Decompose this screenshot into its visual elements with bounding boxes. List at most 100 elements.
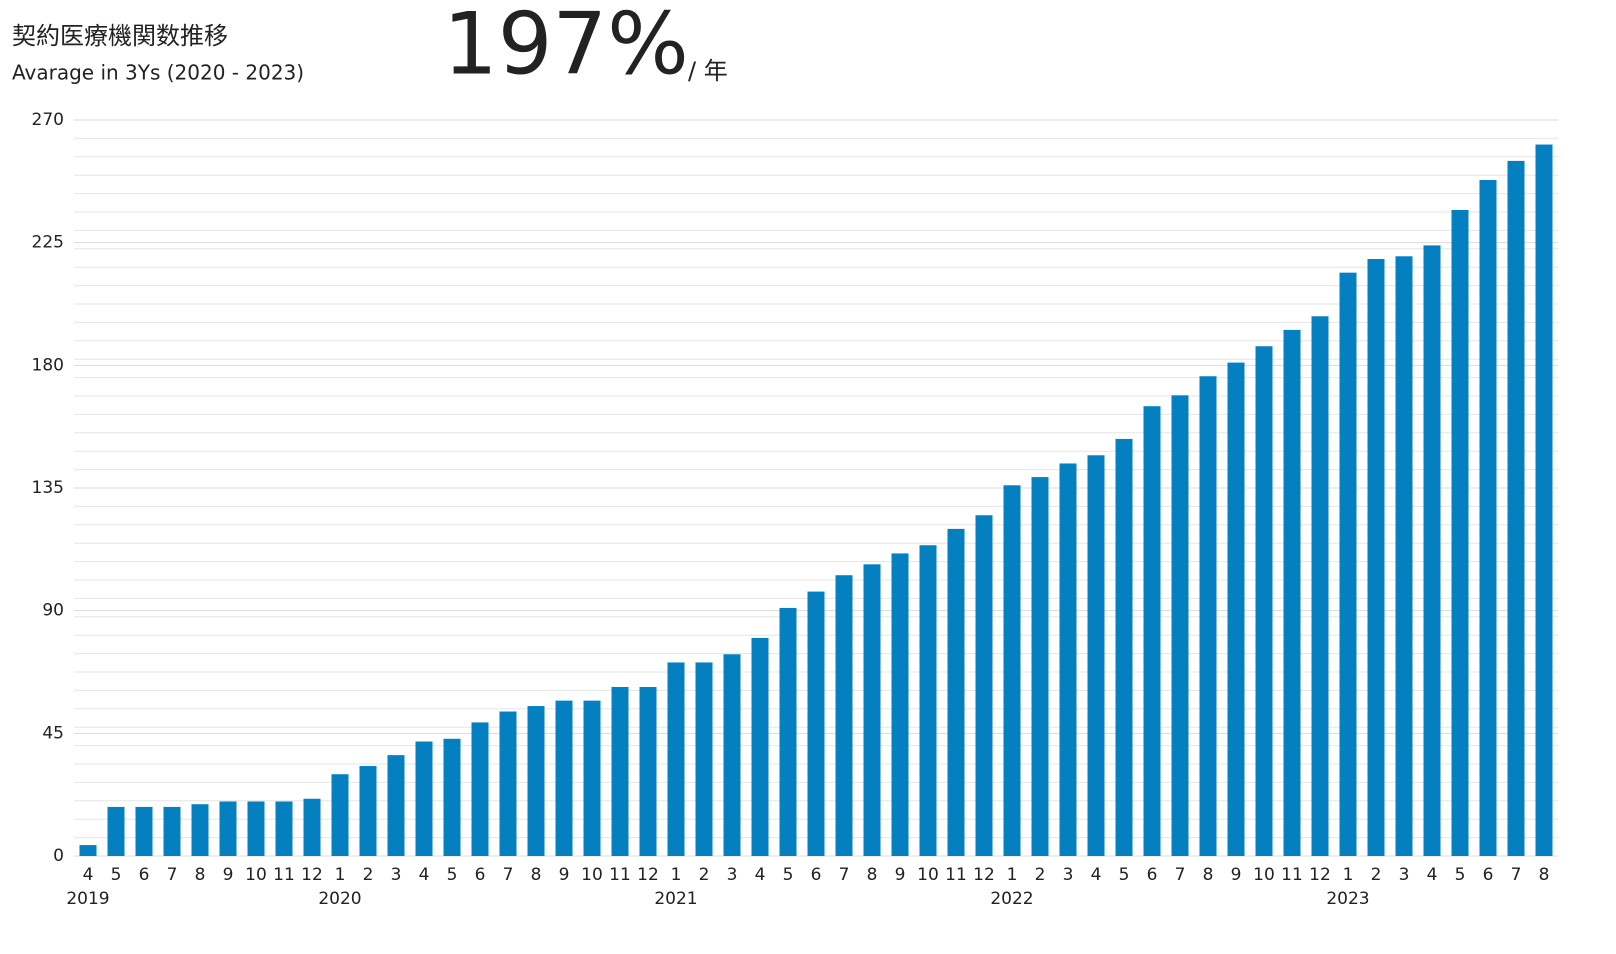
x-tick-label: 1	[671, 865, 682, 885]
x-tick-label: 9	[223, 865, 234, 885]
year-label: 2019	[66, 889, 109, 909]
x-tick-label: 8	[1203, 865, 1214, 885]
x-tick-label: 3	[1399, 865, 1410, 885]
x-tick-label: 12	[1309, 865, 1331, 885]
x-tick-label: 3	[391, 865, 402, 885]
x-tick-label: 12	[973, 865, 995, 885]
y-tick-label: 270	[32, 110, 64, 130]
x-tick-label: 10	[1253, 865, 1275, 885]
bar	[1255, 346, 1273, 856]
bar	[1311, 316, 1329, 856]
bar	[1087, 455, 1105, 856]
bar	[219, 801, 237, 856]
x-tick-label: 12	[301, 865, 323, 885]
x-tick-label: 9	[559, 865, 570, 885]
x-tick-label: 6	[139, 865, 150, 885]
bar	[1507, 160, 1525, 856]
bar	[639, 686, 657, 856]
y-tick-label: 90	[42, 601, 64, 621]
bar	[751, 637, 769, 856]
bar	[443, 738, 461, 856]
x-tick-label: 11	[609, 865, 631, 885]
bar	[1367, 259, 1385, 856]
x-tick-label: 8	[867, 865, 878, 885]
year-label: 2021	[654, 889, 697, 909]
bar	[387, 755, 405, 856]
bar	[1143, 406, 1161, 856]
x-tick-label: 5	[1455, 865, 1466, 885]
bar	[723, 654, 741, 856]
x-tick-label: 9	[895, 865, 906, 885]
bar	[555, 700, 573, 856]
x-tick-label: 7	[1511, 865, 1522, 885]
bar	[1199, 376, 1217, 856]
y-tick-label: 180	[32, 355, 64, 375]
bar	[947, 528, 965, 856]
bar	[583, 700, 601, 856]
bar	[331, 774, 349, 856]
chart-title: 契約医療機関数推移	[12, 22, 228, 50]
x-tick-label: 2	[1371, 865, 1382, 885]
bar	[191, 804, 209, 856]
x-tick-label: 7	[1175, 865, 1186, 885]
bar	[919, 545, 937, 856]
bar	[247, 801, 265, 856]
bar	[1003, 485, 1021, 856]
bar	[1339, 272, 1357, 856]
x-tick-label: 8	[531, 865, 542, 885]
bar	[667, 662, 685, 856]
x-tick-label: 2	[699, 865, 710, 885]
bar	[807, 591, 825, 856]
x-tick-label: 7	[503, 865, 514, 885]
x-tick-label: 4	[755, 865, 766, 885]
y-tick-label: 0	[53, 846, 64, 866]
y-tick-label: 45	[42, 723, 64, 743]
x-tick-label: 6	[811, 865, 822, 885]
bar	[1031, 477, 1049, 856]
bar	[499, 711, 517, 856]
x-tick-label: 5	[783, 865, 794, 885]
x-tick-label: 6	[475, 865, 486, 885]
bar	[527, 706, 545, 856]
chart-subtitle: Avarage in 3Ys (2020 - 2023)	[12, 61, 304, 85]
bar	[1479, 179, 1497, 857]
bar	[1059, 463, 1077, 856]
bar	[891, 553, 909, 856]
y-tick-label: 225	[32, 233, 64, 253]
x-tick-label: 6	[1147, 865, 1158, 885]
x-tick-label: 8	[195, 865, 206, 885]
bar	[415, 741, 433, 856]
bar	[1395, 256, 1413, 857]
bar	[779, 607, 797, 856]
x-tick-label: 4	[1427, 865, 1438, 885]
bar	[303, 798, 321, 856]
year-label: 2020	[318, 889, 361, 909]
x-tick-label: 5	[447, 865, 458, 885]
bar	[1171, 395, 1189, 856]
x-tick-label: 11	[1281, 865, 1303, 885]
bar	[1535, 144, 1553, 857]
bar	[1227, 362, 1245, 856]
bar	[163, 806, 181, 856]
bar	[107, 806, 125, 856]
bar	[611, 686, 629, 856]
bar	[135, 806, 153, 856]
x-tick-label: 3	[1063, 865, 1074, 885]
x-tick-label: 4	[419, 865, 430, 885]
x-tick-label: 10	[245, 865, 267, 885]
x-tick-label: 5	[111, 865, 122, 885]
bar	[695, 662, 713, 856]
x-tick-label: 11	[945, 865, 967, 885]
bar	[975, 515, 993, 856]
x-tick-label: 11	[273, 865, 295, 885]
x-tick-label: 1	[335, 865, 346, 885]
x-tick-label: 2	[363, 865, 374, 885]
x-tick-label: 7	[167, 865, 178, 885]
bar	[275, 801, 293, 856]
x-tick-label: 1	[1343, 865, 1354, 885]
x-tick-label: 8	[1539, 865, 1550, 885]
x-tick-label: 9	[1231, 865, 1242, 885]
headline: 197%	[443, 0, 689, 94]
x-tick-label: 4	[83, 865, 94, 885]
